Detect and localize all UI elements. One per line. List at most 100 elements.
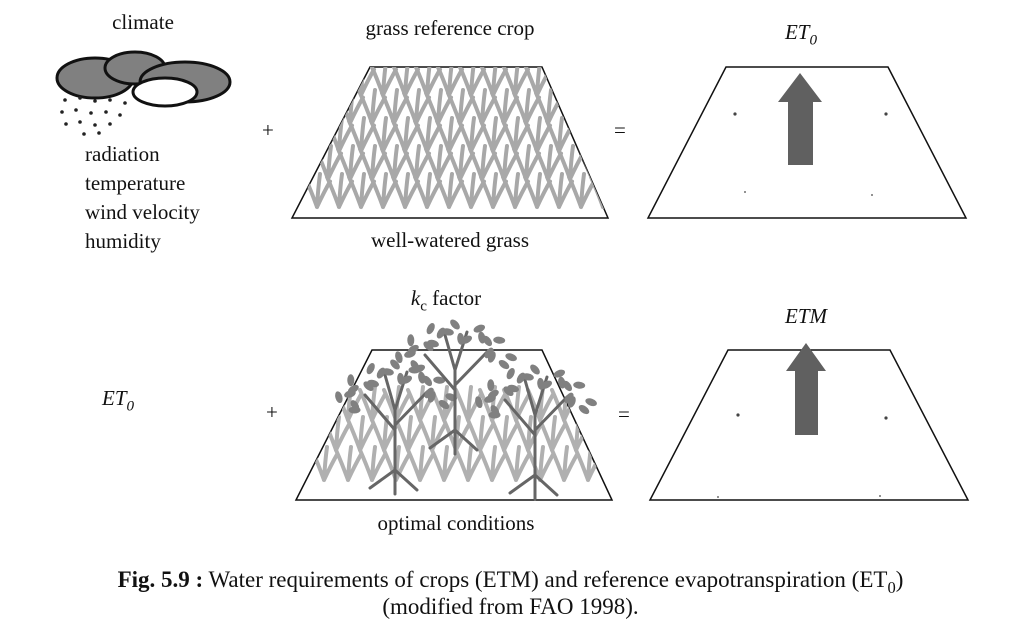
tree-leaf (482, 335, 493, 347)
tree-leaf (366, 363, 375, 375)
well-watered-label: well-watered grass (370, 228, 530, 252)
grass-blade (346, 415, 375, 452)
tree-leaf (562, 380, 573, 392)
grass-field-illustration (290, 66, 610, 219)
grass-blade (334, 445, 363, 482)
plus-sign-top: + (262, 118, 274, 142)
caption-line-2: (modified from FAO 1998). (382, 594, 639, 619)
climate-factor-radiation: radiation (85, 142, 160, 166)
tree-leaf (407, 334, 415, 347)
tree-trunk (363, 370, 429, 496)
tree-leaf (450, 319, 460, 330)
tree-leaf (516, 372, 526, 384)
subscript: c (420, 298, 427, 315)
grass-blade (502, 445, 531, 482)
tree-leaf (350, 400, 360, 411)
grass-blade (296, 385, 315, 422)
grass-blade (430, 445, 459, 482)
tree-leaf (493, 336, 506, 344)
tree-trunk (503, 375, 569, 501)
tree-leaf (436, 327, 446, 339)
tree-leaf (397, 372, 405, 385)
grass-blade (292, 88, 321, 125)
tree-leaf (335, 391, 343, 404)
grass-blade (589, 67, 608, 97)
tree-leaf (344, 390, 356, 398)
subscript: 0 (887, 577, 896, 597)
equals-sign-bottom: = (618, 402, 630, 426)
tree-leaf (457, 332, 465, 345)
tree-leaf (578, 404, 590, 415)
figure-caption: Fig. 5.9 : Water requirements of crops (… (0, 566, 1021, 620)
tree-trunk (423, 330, 489, 456)
up-arrow-icon (778, 73, 822, 165)
grass-blade (478, 445, 507, 482)
climate-factor-humidity: humidity (85, 229, 161, 253)
grass-blade (292, 67, 310, 97)
caption-line-1: Fig. 5.9 : Water requirements of crops (… (117, 567, 904, 597)
grass-blade (567, 67, 596, 97)
tree-leaf (347, 374, 355, 387)
grass-blade (550, 445, 579, 482)
grass-blade (325, 67, 354, 97)
optimal-conditions-label: optimal conditions (377, 511, 535, 535)
tree-leaf (484, 347, 494, 359)
tree-leaf (376, 367, 386, 379)
grass-blade (466, 415, 495, 452)
up-arrow-icon (786, 343, 826, 435)
tree-icon (335, 319, 597, 501)
tree-leaf (506, 368, 515, 380)
tree-leaf (367, 379, 379, 388)
grass-blade (358, 445, 387, 482)
tree-leaf (490, 405, 500, 416)
grass-blade (589, 116, 608, 153)
reference-et-field (646, 66, 968, 219)
tree-leaf (498, 359, 510, 370)
tree-leaf (507, 384, 519, 393)
subscript: 0 (809, 32, 818, 49)
tree-leaf (505, 353, 517, 362)
tree-leaf (410, 360, 420, 371)
grass-blade (314, 88, 343, 125)
kc-factor-label: kc factor (410, 286, 482, 315)
climate-factors-list: radiation temperature wind velocity humi… (85, 140, 200, 256)
tree-leaf (427, 339, 439, 348)
grass-blade (454, 385, 483, 422)
equals-sign-top: = (614, 118, 626, 142)
tree-leaf (433, 376, 446, 384)
tree-leaf (426, 323, 435, 335)
climate-factor-temperature: temperature (85, 171, 186, 195)
tree-leaf (404, 350, 416, 358)
tree-leaf (585, 398, 597, 407)
grass-blade (578, 88, 607, 125)
tree-leaf (530, 364, 540, 375)
grass-blade (406, 445, 435, 482)
grass-blade (298, 415, 327, 452)
grass-blade (454, 445, 483, 482)
crop-field-illustration (294, 319, 614, 501)
climate-factor-wind: wind velocity (85, 200, 200, 224)
climate-label: climate (112, 10, 174, 34)
tree-leaf (424, 387, 434, 399)
tree-leaf (564, 392, 574, 404)
etm-field (648, 343, 970, 501)
grass-reference-label: grass reference crop (365, 16, 535, 40)
et0-result-label: ET0 (784, 20, 818, 49)
tree-leaf (390, 359, 400, 370)
tree-leaf (475, 396, 483, 409)
grass-blade (303, 116, 332, 153)
tree-leaf (438, 399, 450, 410)
tree-leaf (395, 351, 403, 364)
cloud-rain-icon (55, 50, 232, 136)
plus-sign-bottom: + (266, 400, 278, 424)
tree-leaf (473, 324, 486, 333)
grass-blade (310, 385, 339, 422)
tree-leaf (487, 379, 495, 392)
subscript: 0 (126, 398, 135, 415)
tree-leaf (553, 369, 566, 378)
grass-blade (586, 415, 612, 452)
grass-blade (303, 67, 332, 97)
tree-leaf (484, 395, 496, 403)
grass-blade (598, 445, 612, 482)
